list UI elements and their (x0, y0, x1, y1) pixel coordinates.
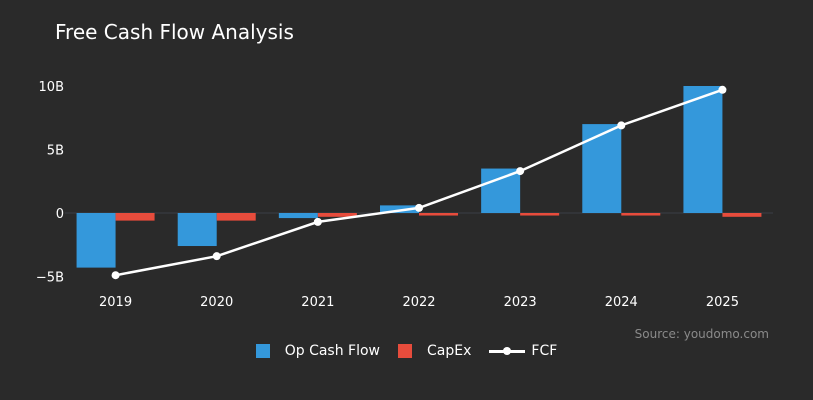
point-fcf (212, 252, 221, 261)
legend-label-fcf: FCF (531, 343, 558, 359)
x-tick-label: 2021 (301, 295, 334, 310)
legend-item-op-cash-flow[interactable]: Op Cash Flow (255, 343, 381, 359)
bar-capex (722, 213, 762, 217)
bar-op-cash-flow (582, 124, 622, 213)
bar-capex (115, 213, 155, 221)
y-tick-label: 10B (39, 80, 64, 95)
x-tick-label: 2020 (200, 295, 233, 310)
bar-capex (216, 213, 256, 221)
x-tick-label: 2024 (605, 295, 638, 310)
point-fcf (516, 167, 525, 176)
x-tick-label: 2025 (706, 295, 739, 310)
bar-op-cash-flow (481, 168, 521, 213)
x-tick-label: 2022 (402, 295, 435, 310)
x-tick-label: 2023 (504, 295, 537, 310)
point-fcf (313, 217, 322, 226)
bar-op-cash-flow (683, 86, 723, 213)
legend-label-op-cash-flow: Op Cash Flow (284, 343, 381, 359)
bar-capex (317, 213, 357, 217)
legend-swatch-capex (398, 344, 413, 358)
bar-capex (621, 213, 661, 216)
legend-swatch-op-cash-flow (255, 344, 270, 358)
bar-capex (419, 213, 458, 216)
point-fcf (617, 121, 626, 130)
y-tick-label: 0 (56, 207, 64, 222)
bar-op-cash-flow (76, 213, 116, 268)
y-tick-label: −5B (36, 271, 64, 286)
y-tick-label: 5B (47, 144, 64, 159)
x-tick-label: 2019 (99, 295, 132, 310)
bar-capex (520, 213, 560, 216)
legend: Op Cash Flow CapEx FCF (0, 343, 813, 359)
chart-title: Free Cash Flow Analysis (55, 20, 294, 44)
point-fcf (111, 271, 120, 280)
bar-op-cash-flow (380, 205, 419, 213)
point-fcf (718, 85, 727, 94)
legend-swatch-fcf (489, 344, 526, 358)
legend-item-fcf[interactable]: FCF (489, 343, 557, 359)
bar-op-cash-flow (177, 213, 217, 247)
bar-op-cash-flow (278, 213, 318, 219)
source-note: Source: youdomo.com (634, 327, 769, 341)
legend-label-capex: CapEx (427, 343, 472, 359)
legend-item-capex[interactable]: CapEx (398, 343, 471, 359)
point-fcf (415, 203, 423, 212)
series-line-fcf (115, 88, 723, 277)
